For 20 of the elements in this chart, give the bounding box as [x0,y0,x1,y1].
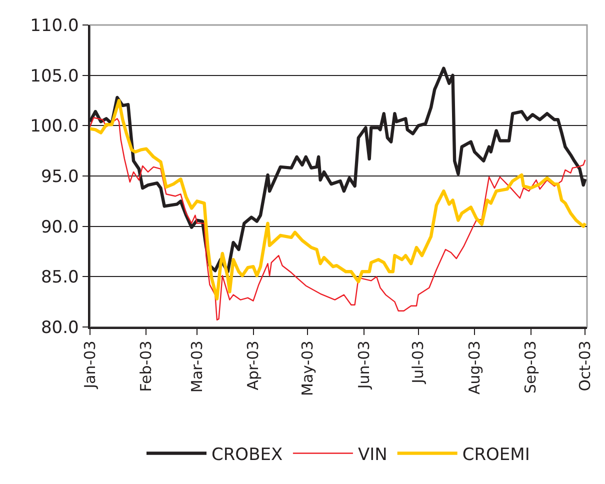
y-tick-label: 110.0 [30,16,79,36]
legend-label: CROBEX [212,444,283,465]
legend-label: CROEMI [462,444,530,465]
x-tick-label: Sep-03 [522,340,540,394]
y-tick-label: 90.0 [40,217,79,238]
x-tick-label: Jul-03 [409,340,428,384]
x-tick-label: Oct-03 [576,340,594,392]
x-tick-label: Feb-03 [137,340,156,392]
y-tick-label: 105.0 [30,66,79,86]
y-tick-label: 80.0 [40,318,79,338]
x-tick-label: Mar-03 [188,340,206,393]
y-tick-label: 85.0 [40,268,79,288]
y-tick-label: 100.0 [30,116,79,137]
x-tick-label: May-03 [298,340,317,396]
x-tick-label: Aug-03 [465,340,484,395]
x-tick-label: Jun-03 [354,340,373,390]
x-tick-label: Apr-03 [244,340,262,390]
legend-label: VIN [358,444,388,465]
x-tick-label: Jan-03 [80,340,99,390]
y-tick-label: 95.0 [40,166,79,187]
